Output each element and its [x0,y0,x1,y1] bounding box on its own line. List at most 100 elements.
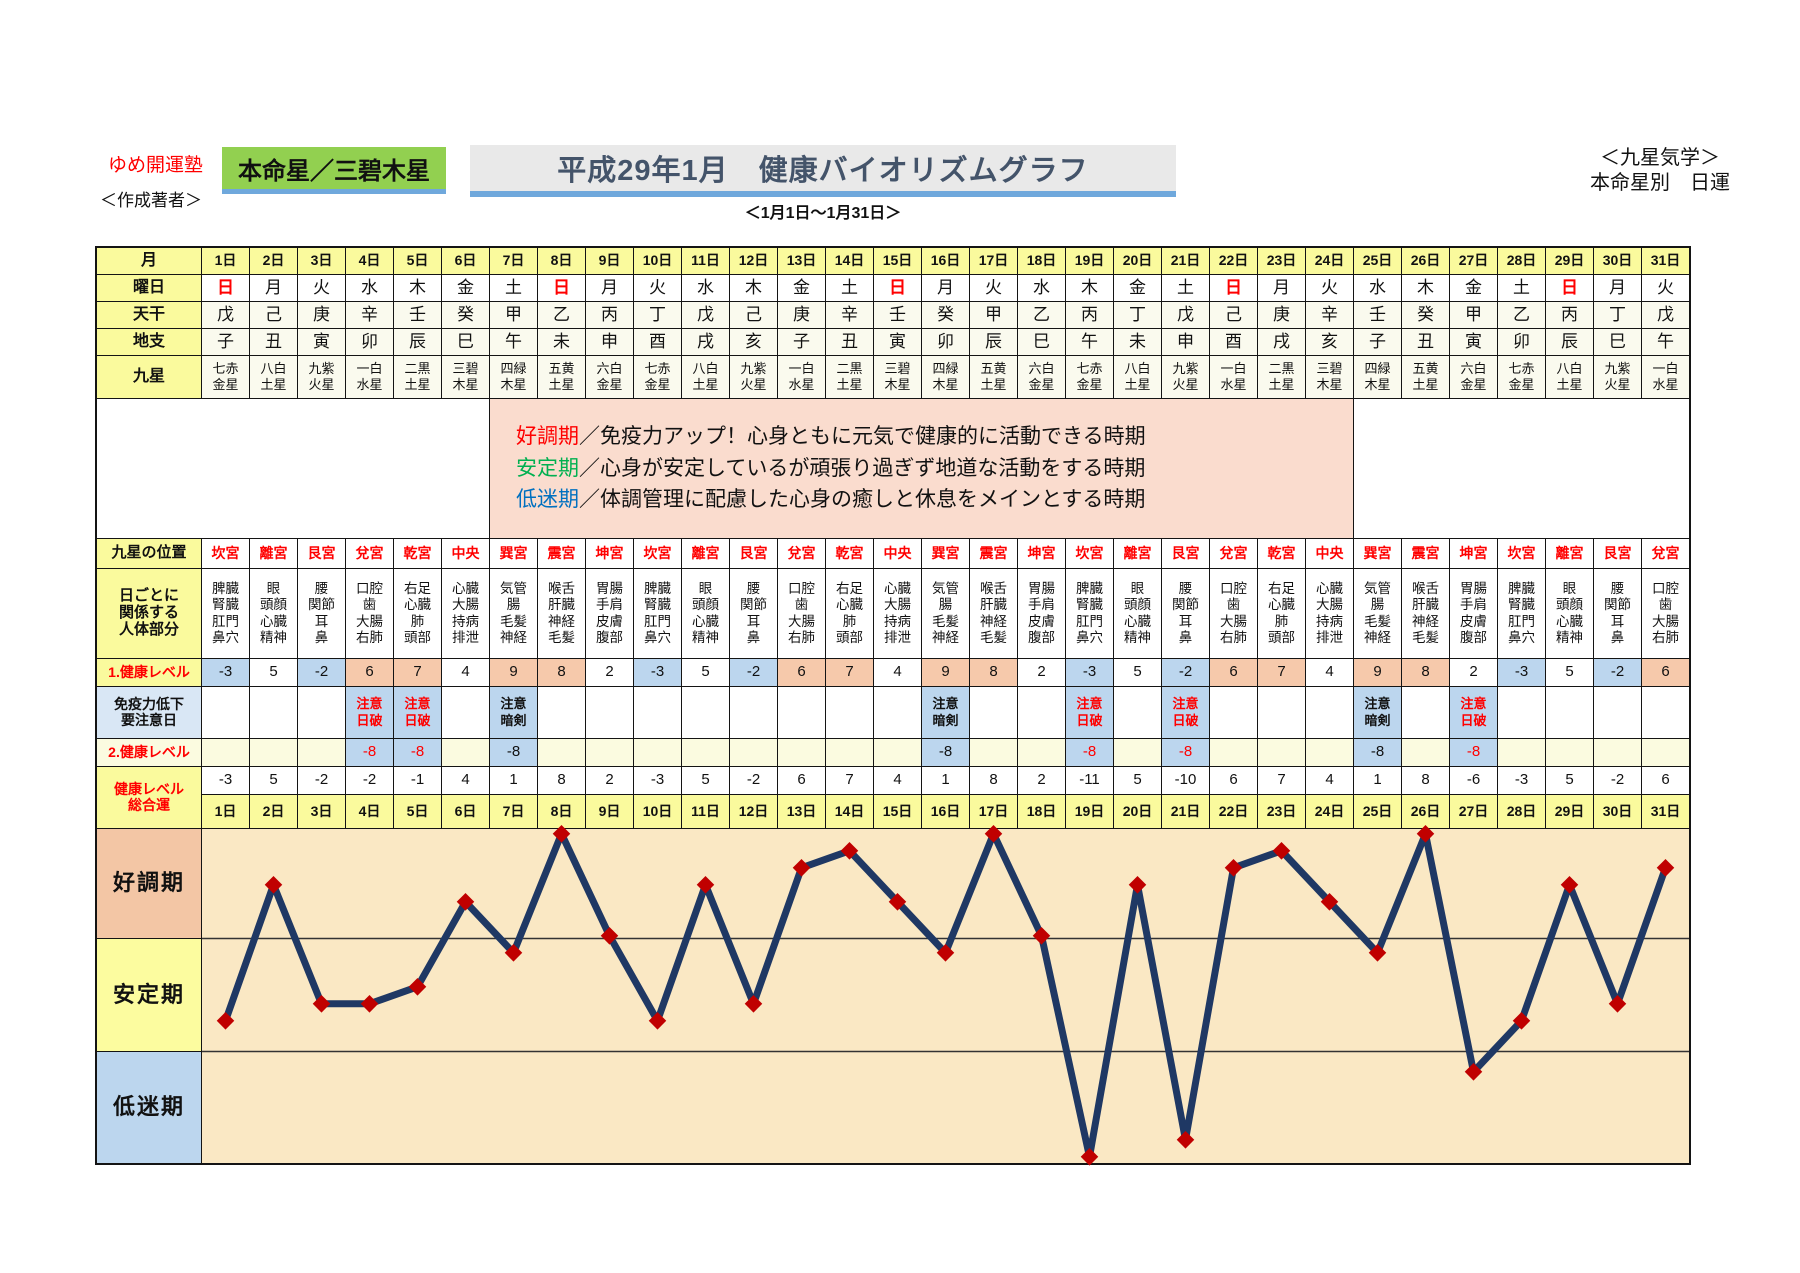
day-header-cell: 6日 [442,248,489,274]
row-label-health1: 1.健康レベル [97,659,201,686]
kyusei-cell: 一白 水星 [1642,356,1689,398]
author-label: ＜作成著者＞ [100,191,202,210]
kyusei-cell: 一白 水星 [1210,356,1257,398]
chishi-cell: 酉 [1210,329,1257,355]
tenkan-cell: 戊 [1642,302,1689,328]
immunity-empty-cell [874,687,921,738]
weekday-cell: 金 [442,275,489,301]
health2-cell: -8 [394,739,441,766]
health2-empty-cell [202,739,249,766]
tenkan-cell: 戊 [202,302,249,328]
chishi-cell: 丑 [1402,329,1449,355]
row-label-month: 月 [97,248,201,274]
health1-cell: -2 [298,659,345,686]
kyusei-cell: 一白 水星 [778,356,825,398]
day-header-cell: 1日 [202,248,249,274]
tenkan-cell: 癸 [442,302,489,328]
immunity-empty-cell [1642,687,1689,738]
body-parts-cell: 口腔 歯 大腸 右肺 [346,569,393,658]
total-level-cell: 8 [538,767,585,794]
day-footer-cell: 27日 [1450,795,1497,828]
kyusei-cell: 三碧 木星 [442,356,489,398]
body-parts-cell: 眼 頭顔 心臓 精神 [1546,569,1593,658]
date-range-subtitle: ＜1月1日～1月31日＞ [744,205,902,222]
weekday-cell: 金 [778,275,825,301]
kyusei-cell: 三碧 木星 [874,356,921,398]
total-level-cell: 8 [1402,767,1449,794]
body-parts-cell: 右足 心臓 肺 頭部 [826,569,873,658]
day-header-cell: 10日 [634,248,681,274]
weekday-cell: 土 [490,275,537,301]
legend-spacer-left [97,399,489,538]
immunity-warning-cell: 注意 日破 [1162,687,1209,738]
total-level-cell: -6 [1450,767,1497,794]
tenkan-cell: 壬 [394,302,441,328]
total-level-cell: -3 [202,767,249,794]
day-header-cell: 21日 [1162,248,1209,274]
kyusei-cell: 五黄 土星 [970,356,1017,398]
day-header-cell: 11日 [682,248,729,274]
kyusei-cell: 六白 金星 [1450,356,1497,398]
tenkan-cell: 己 [730,302,777,328]
health1-cell: -3 [634,659,681,686]
chishi-cell: 辰 [394,329,441,355]
health2-cell: -8 [1162,739,1209,766]
day-header-cell: 30日 [1594,248,1641,274]
weekday-cell: 水 [682,275,729,301]
health1-cell: 6 [1642,659,1689,686]
total-level-cell: -11 [1066,767,1113,794]
kyusei-position-cell: 震宮 [970,539,1017,568]
kyusei-position-cell: 離宮 [1546,539,1593,568]
health2-empty-cell [1546,739,1593,766]
chishi-cell: 未 [1114,329,1161,355]
kyusei-cell: 九紫 火星 [298,356,345,398]
legend-spacer-right [1354,399,1689,538]
total-level-cell: 4 [874,767,921,794]
total-level-cell: 2 [1018,767,1065,794]
kyusei-cell: 七赤 金星 [1066,356,1113,398]
kyusei-position-cell: 艮宮 [1162,539,1209,568]
health2-cell: -8 [1066,739,1113,766]
health2-empty-cell [1114,739,1161,766]
chishi-cell: 子 [1354,329,1401,355]
total-level-cell: 2 [586,767,633,794]
health2-empty-cell [1210,739,1257,766]
brand-label: ゆめ開運塾 [108,155,204,176]
day-footer-cell: 30日 [1594,795,1641,828]
total-level-cell: 1 [922,767,969,794]
legend-term: 好調期 [516,425,579,449]
total-level-cell: 8 [970,767,1017,794]
chishi-cell: 亥 [1306,329,1353,355]
day-footer-cell: 7日 [490,795,537,828]
immunity-empty-cell [538,687,585,738]
chishi-cell: 巳 [1594,329,1641,355]
chishi-cell: 酉 [634,329,681,355]
day-header-cell: 5日 [394,248,441,274]
tenkan-cell: 癸 [1402,302,1449,328]
day-header-cell: 7日 [490,248,537,274]
weekday-cell: 木 [394,275,441,301]
immunity-empty-cell [778,687,825,738]
total-level-cell: 1 [1354,767,1401,794]
kyusei-cell: 九紫 火星 [730,356,777,398]
immunity-warning-cell: 注意 日破 [1450,687,1497,738]
immunity-warning-cell: 注意 日破 [394,687,441,738]
total-level-cell: -10 [1162,767,1209,794]
body-parts-cell: 喉舌 肝臓 神経 毛髪 [538,569,585,658]
total-level-cell: 5 [1114,767,1161,794]
data-point-marker [1176,1131,1195,1149]
health1-cell: -2 [1594,659,1641,686]
tenkan-cell: 戊 [1162,302,1209,328]
weekday-cell: 月 [1258,275,1305,301]
day-footer-cell: 28日 [1498,795,1545,828]
tenkan-cell: 甲 [1450,302,1497,328]
legend-desc: ／体調管理に配慮した心身の癒しと休息をメインとする時期 [579,488,1146,512]
day-footer-cell: 22日 [1210,795,1257,828]
tenkan-cell: 壬 [874,302,921,328]
day-header-cell: 15日 [874,248,921,274]
health2-empty-cell [1402,739,1449,766]
day-footer-cell: 19日 [1066,795,1113,828]
kyusei-cell: 三碧 木星 [1306,356,1353,398]
weekday-cell: 日 [538,275,585,301]
health1-cell: -3 [1066,659,1113,686]
